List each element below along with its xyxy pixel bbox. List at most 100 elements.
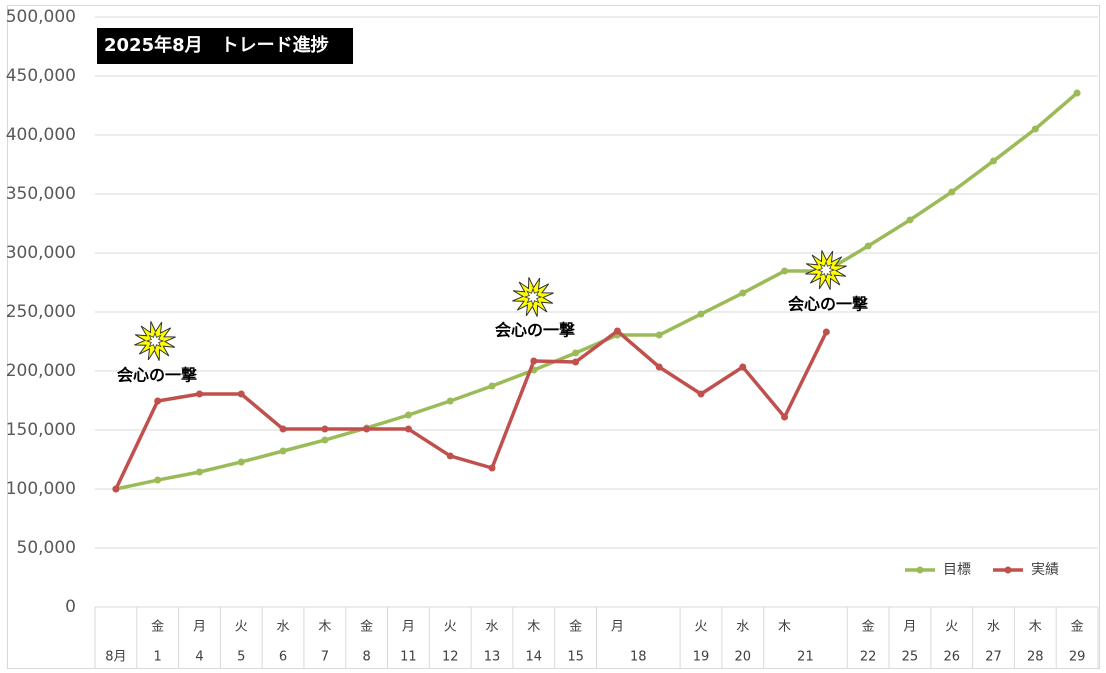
data-point	[404, 425, 412, 433]
y-tick-label: 400,000	[6, 125, 76, 145]
legend-label: 実績	[1031, 562, 1059, 578]
data-point	[195, 468, 203, 476]
x-tick-weekday: 金	[862, 619, 875, 635]
x-tick-weekday: 火	[694, 620, 707, 635]
data-point	[572, 358, 580, 366]
y-tick-label: 100,000	[6, 479, 76, 499]
x-tick-label: 26	[943, 650, 960, 665]
y-tick-label: 200,000	[6, 361, 76, 381]
x-tick-label: 25	[902, 650, 919, 665]
data-point	[237, 458, 245, 466]
x-tick-label: 28	[1027, 650, 1044, 665]
x-tick-weekday: 水	[277, 620, 290, 635]
grid	[94, 16, 1099, 668]
data-point	[446, 397, 454, 405]
chart-border	[7, 5, 1100, 669]
legend-label: 目標	[943, 562, 971, 578]
annotation: 会心の一撃	[495, 321, 575, 340]
data-point	[697, 310, 705, 318]
x-tick-label: 13	[484, 650, 501, 665]
x-tick-label: 4	[195, 650, 203, 665]
x-tick-weekday: 火	[945, 620, 958, 635]
x-tick-label: 8月	[105, 650, 126, 665]
x-tick-label: 14	[526, 650, 543, 665]
data-point	[1073, 89, 1081, 97]
x-tick-label: 6	[279, 650, 287, 665]
x-tick-label: 11	[400, 650, 417, 665]
x-tick-weekday: 水	[736, 620, 749, 635]
x-tick-label: 20	[734, 650, 751, 665]
x-tick-label: 21	[797, 650, 814, 665]
legend-marker	[916, 566, 924, 574]
x-tick-weekday: 木	[318, 620, 331, 635]
x-tick-label: 18	[630, 650, 647, 665]
series-line	[115, 91, 1079, 491]
legend-marker	[1004, 566, 1012, 574]
data-point	[948, 188, 956, 196]
data-point	[363, 425, 371, 433]
x-tick-label: 5	[237, 650, 245, 665]
data-point	[655, 363, 663, 371]
x-tick-label: 7	[321, 650, 329, 665]
data-point	[739, 363, 747, 371]
data-point	[488, 382, 496, 390]
x-tick-label: 1	[154, 650, 162, 665]
annotation: 会心の一撃	[788, 295, 868, 314]
title-box	[97, 28, 353, 64]
y-tick-label: 250,000	[6, 302, 76, 322]
data-point	[321, 436, 329, 444]
starburst-core	[523, 287, 543, 307]
chart-title: 2025年8月 トレード進捗	[104, 34, 329, 56]
x-tick-weekday: 月	[402, 620, 415, 635]
data-point	[864, 242, 872, 250]
data-point	[697, 390, 705, 398]
x-tick-weekday: 火	[235, 620, 248, 635]
x-tick-label: 15	[567, 650, 584, 665]
x-tick-weekday: 水	[987, 620, 1000, 635]
y-tick-label: 300,000	[6, 243, 76, 263]
x-tick-weekday: 月	[193, 620, 206, 635]
data-point	[446, 452, 454, 460]
data-point	[321, 425, 329, 433]
starburst-core	[816, 260, 836, 280]
x-tick-weekday: 木	[1029, 620, 1042, 635]
marks	[112, 89, 1081, 493]
data-point	[404, 411, 412, 419]
x-tick-label: 19	[693, 650, 710, 665]
data-point	[154, 397, 162, 405]
x-tick-label: 22	[860, 650, 877, 665]
data-point	[154, 476, 162, 484]
x-tick-weekday: 金	[360, 619, 373, 635]
data-point	[613, 327, 621, 335]
y-tick-label: 500,000	[6, 7, 76, 27]
data-point	[739, 289, 747, 297]
annotation: 会心の一撃	[117, 366, 197, 385]
data-point	[822, 328, 830, 336]
y-tick-label: 150,000	[6, 420, 76, 440]
data-point	[237, 390, 245, 398]
x-tick-weekday: 金	[1071, 619, 1084, 635]
data-point	[781, 413, 789, 421]
data-point	[906, 216, 914, 224]
x-tick-weekday: 火	[444, 620, 457, 635]
data-point	[655, 331, 663, 339]
y-tick-label: 50,000	[17, 538, 76, 558]
data-point	[1031, 125, 1039, 133]
data-point	[279, 447, 287, 455]
data-point	[530, 357, 538, 365]
x-tick-weekday: 木	[527, 620, 540, 635]
x-tick-label: 29	[1069, 650, 1086, 665]
x-tick-weekday: 金	[151, 619, 164, 635]
x-tick-label: 8	[363, 650, 371, 665]
data-point	[112, 485, 120, 493]
x-tick-weekday: 月	[903, 620, 916, 635]
x-tick-weekday: 月	[611, 620, 624, 635]
starburst-core	[145, 331, 165, 351]
y-tick-label: 450,000	[6, 66, 76, 86]
data-point	[781, 267, 789, 275]
x-tick-label: 27	[985, 650, 1002, 665]
data-point	[572, 349, 580, 357]
data-point	[279, 425, 287, 433]
data-point	[195, 390, 203, 398]
